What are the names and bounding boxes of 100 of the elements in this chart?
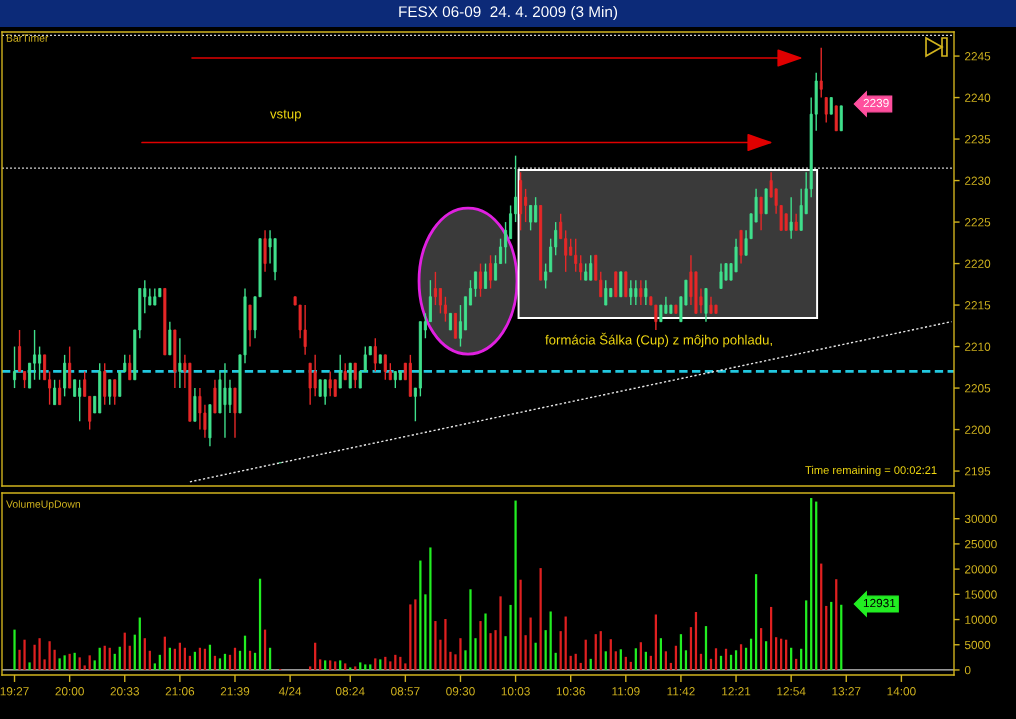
bar [379, 659, 382, 670]
bar [93, 660, 96, 670]
bar [529, 617, 532, 670]
candlestick [33, 329, 37, 381]
y-tick-label: 5000 [964, 640, 991, 650]
y-tick-label: 2235 [965, 135, 991, 144]
y-tick-label: 2195 [965, 467, 991, 476]
bar [218, 658, 222, 670]
annotation: formácia Šálka (Cup) z môjho pohladu, [545, 332, 772, 348]
candlestick [478, 262, 483, 298]
bar [18, 649, 21, 670]
bar [664, 651, 668, 670]
bar [489, 633, 492, 670]
candlestick [644, 279, 648, 306]
x-tick-label: 08:24 [335, 687, 365, 696]
candlestick [524, 188, 528, 223]
y-tick-label: 2210 [965, 342, 991, 351]
candlestick [458, 304, 462, 348]
candlestick [438, 287, 442, 315]
bar [614, 651, 617, 670]
candlestick [338, 354, 342, 389]
bar [28, 662, 31, 670]
x-tick-label: 20:33 [110, 687, 140, 696]
candlestick [579, 254, 583, 281]
bar [349, 667, 352, 670]
candlestick [789, 196, 793, 240]
bar [714, 648, 718, 670]
candlestick [78, 379, 82, 422]
candlestick [363, 345, 367, 373]
bar [434, 621, 437, 670]
bar [78, 657, 81, 670]
x-tick-label: 12:54 [777, 687, 806, 696]
bar [23, 639, 26, 670]
candlestick [58, 379, 62, 406]
y-tick-label: 10000 [965, 615, 997, 624]
candlestick [443, 296, 447, 323]
bar [449, 651, 452, 670]
y-tick-label: 0 [964, 665, 971, 675]
candlestick [13, 345, 17, 389]
candlestick [589, 254, 593, 281]
y-tick-label: 20000 [965, 565, 997, 574]
bar [604, 651, 607, 670]
y-tick-label: 2225 [965, 218, 991, 227]
y-tick-label: 15000 [965, 590, 997, 599]
candlestick [554, 221, 558, 256]
bar [329, 660, 332, 670]
annotation: VolumeUpDown [6, 500, 81, 510]
bar [469, 589, 472, 670]
candlestick [529, 204, 533, 232]
bar [369, 664, 372, 670]
candlestick [534, 196, 538, 223]
bar [344, 663, 347, 670]
candlestick [544, 262, 548, 290]
bar [609, 639, 612, 670]
x-tick-label: 13:27 [832, 687, 861, 696]
bar [684, 650, 688, 670]
bar [459, 638, 462, 670]
candlestick [559, 213, 563, 240]
bar [48, 641, 51, 670]
candlestick [353, 362, 357, 389]
candlestick [83, 370, 87, 398]
chart-title: FESX 06-09 24. 4. 2009 (3 Min) [399, 5, 618, 21]
bar [499, 596, 502, 670]
candlestick [113, 379, 117, 406]
annotation: vstup [270, 109, 301, 122]
bar [38, 638, 41, 670]
candlestick [819, 47, 823, 99]
bar [13, 629, 16, 670]
candlestick [499, 237, 503, 265]
candlestick [824, 96, 828, 124]
bar [43, 659, 46, 670]
y-tick-label: 2230 [965, 176, 991, 185]
candlestick [108, 379, 112, 406]
y-tick-label: 2200 [965, 425, 991, 434]
bar [504, 636, 507, 670]
bar [334, 661, 337, 670]
candlestick [574, 237, 578, 273]
candlestick [53, 379, 57, 406]
candlestick [483, 262, 488, 290]
candlestick [639, 279, 643, 306]
x-tick-label: 12:21 [722, 687, 751, 696]
x-tick-label: 14:00 [887, 687, 916, 696]
x-tick-label: 19:27 [0, 687, 29, 696]
bar [424, 594, 427, 670]
candlestick [128, 354, 132, 381]
candlestick [48, 370, 52, 406]
bar [429, 547, 432, 670]
bar [479, 621, 482, 670]
x-tick-label: 4/24 [278, 686, 302, 696]
candlestick [373, 337, 377, 373]
bar [153, 663, 156, 670]
annotation: 12931 [863, 598, 896, 608]
bar [404, 663, 407, 670]
bar [319, 659, 322, 670]
bar [509, 604, 512, 670]
x-tick-label: 21:06 [165, 687, 195, 696]
bar [454, 654, 457, 670]
annotation: Time remaining = 00:02:21 [805, 465, 937, 477]
y-tick-label: 25000 [965, 539, 997, 549]
bar [634, 648, 637, 670]
